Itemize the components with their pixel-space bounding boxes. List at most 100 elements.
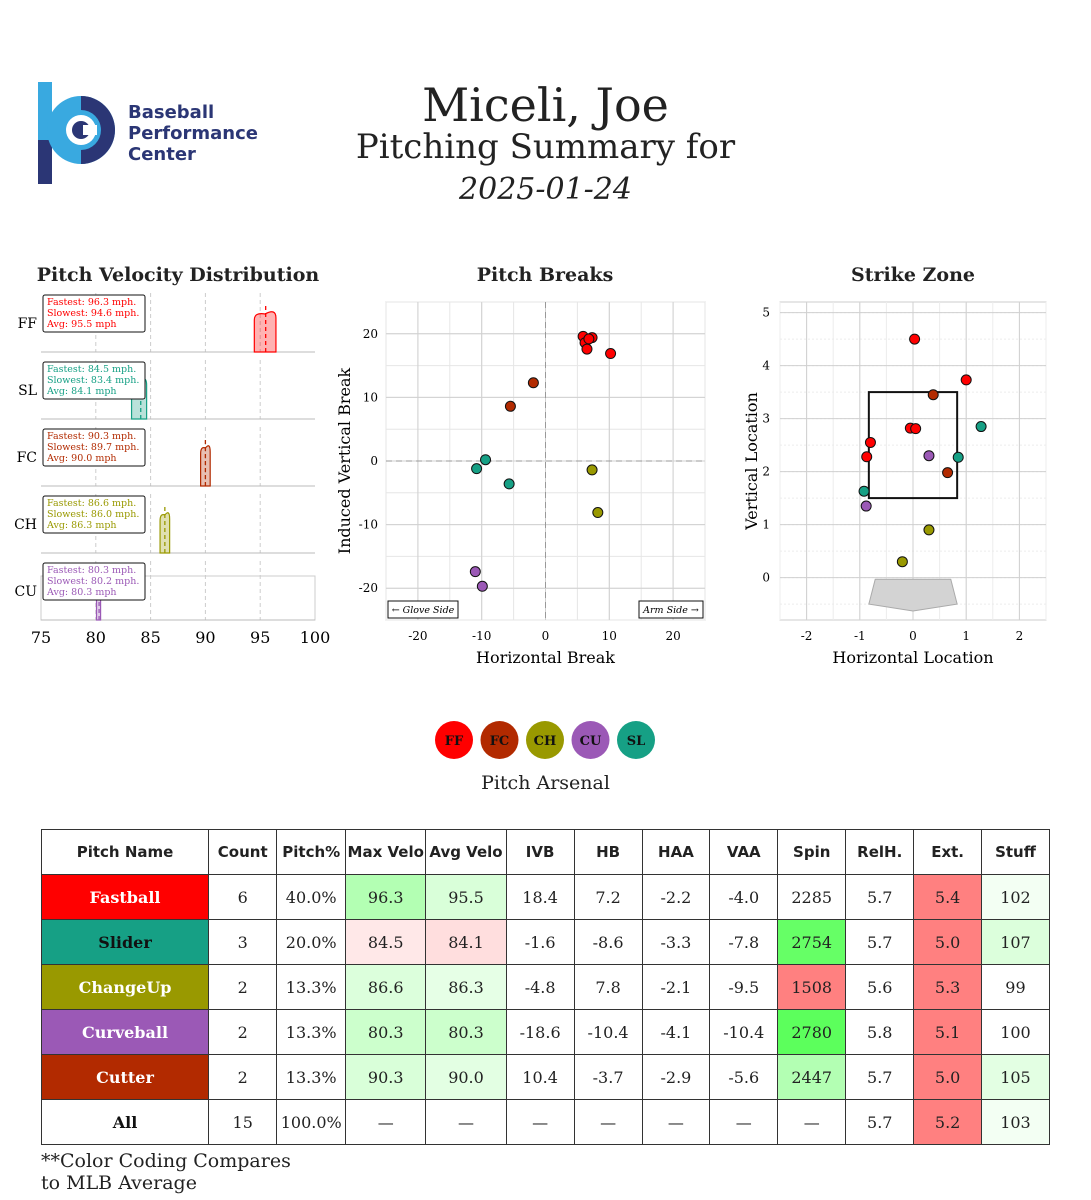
table-cell-max-velo: 84.5: [345, 919, 427, 965]
velocity-density-ff: [253, 311, 277, 353]
pitch-breaks-chart: -20 -10 0 10 20 -20 -10 0 10 20 Horizontal Break In…: [335, 301, 706, 667]
table-header-hb: HB: [573, 829, 643, 875]
table-row: Cutter 2 13.3% 90.3 90.0 10.4 -3.7 -2.9 -5.6 2447…: [40, 1054, 1051, 1100]
table-cell-count: 2: [208, 964, 278, 1010]
summary-date: 2025-01-24: [459, 172, 632, 207]
velocity-annotation-box: [42, 294, 146, 333]
table-header-pitch-name: Pitch Name: [40, 829, 210, 875]
table-cell-relh: 5.7: [845, 874, 915, 920]
break-point-ch: [592, 507, 604, 519]
break-point-ff: [583, 333, 595, 345]
arsenal-swatch-fc: [480, 721, 519, 759]
breaks-x-tick: 10: [602, 629, 617, 643]
zone-point-ff: [960, 374, 972, 386]
table-cell-max-velo: 96.3: [345, 874, 427, 920]
velocity-chart-title: Pitch Velocity Distribution: [36, 264, 320, 286]
table-cell-avg-velo: —: [425, 1099, 507, 1145]
table-header-ext: Ext.: [913, 829, 982, 875]
table-cell-vaa: -10.4: [709, 1009, 779, 1055]
table-cell-ext: 5.2: [913, 1099, 982, 1145]
zone-point-fc: [942, 467, 954, 479]
table-cell-ext: 5.0: [913, 919, 982, 965]
table-cell-relh: 5.8: [845, 1009, 915, 1055]
table-cell-hb: 7.2: [573, 874, 643, 920]
table-cell-haa: -3.3: [641, 919, 711, 965]
arsenal-swatch-ff: [435, 721, 473, 759]
table-cell-avg-velo: 80.3: [425, 1009, 507, 1055]
breaks-y-tick: 0: [370, 454, 378, 468]
pitch-name-cell: ChangeUp: [40, 964, 210, 1010]
zone-point-cu: [860, 500, 872, 512]
table-header-row: Pitch Name Count Pitch% Max Velo Avg Velo IVB…: [40, 829, 1051, 875]
table-cell-stuff: 103: [980, 1099, 1051, 1145]
zone-y-tick: 1: [762, 518, 770, 532]
arsenal-code-sl: SL: [627, 734, 646, 749]
table-cell-ivb: -18.6: [505, 1009, 575, 1055]
table-cell-hb: —: [573, 1099, 643, 1145]
table-cell-count: 2: [208, 1009, 278, 1055]
zone-y-tick: 0: [762, 571, 770, 585]
table-cell-max-velo: 80.3: [345, 1009, 427, 1055]
pitch-arsenal-label: Pitch Arsenal: [481, 772, 610, 794]
table-cell-ext: 5.4: [913, 874, 982, 920]
table-cell-haa: -4.1: [641, 1009, 711, 1055]
zone-x-tick: 1: [962, 629, 970, 643]
velocity-avg-label: Avg: 84.1 mph: [46, 386, 117, 397]
zone-point-ff: [909, 333, 921, 345]
table-cell-hb: -8.6: [573, 919, 643, 965]
velocity-row-label: CH: [14, 517, 37, 533]
table-row: ChangeUp 2 13.3% 86.6 86.3 -4.8 7.8 -2.1 -9.5 150…: [40, 964, 1051, 1010]
zone-x-label: Horizontal Location: [832, 648, 993, 667]
velocity-annotation-box: [42, 562, 146, 601]
velocity-fastest-label: Fastest: 86.6 mph.: [47, 498, 136, 509]
table-cell-pitch: 13.3%: [276, 1009, 347, 1055]
velocity-avg-label: Avg: 86.3 mph: [46, 520, 117, 531]
velocity-fastest-label: Fastest: 80.3 mph.: [47, 565, 136, 576]
table-cell-spin: 1508: [777, 964, 847, 1010]
table-cell-avg-velo: 86.3: [425, 964, 507, 1010]
breaks-x-tick: -10: [472, 629, 491, 643]
zone-x-tick: 2: [1016, 629, 1024, 643]
table-row: Slider 3 20.0% 84.5 84.1 -1.6 -8.6 -3.3 -7.8 2754…: [40, 919, 1051, 965]
breaks-y-tick: -10: [359, 518, 378, 532]
velocity-x-tick: 90: [195, 628, 215, 647]
velocity-annotation-box: [42, 495, 146, 534]
arsenal-code-fc: FC: [490, 734, 510, 749]
breaks-x-tick: 0: [542, 629, 550, 643]
velocity-fastest-label: Fastest: 96.3 mph.: [47, 297, 136, 308]
table-cell-hb: -3.7: [573, 1054, 643, 1100]
zone-x-tick: -1: [854, 629, 866, 643]
pitch-name-cell: Slider: [40, 919, 210, 965]
pitch-name-cell: Curveball: [40, 1009, 210, 1055]
breaks-y-tick: -20: [359, 581, 378, 595]
table-cell-ivb: 18.4: [505, 874, 575, 920]
table-cell-ext: 5.3: [913, 964, 982, 1010]
velocity-row-sl: SL Fastest: 84.5 mph.Slowest: 83.4 mph.Av…: [18, 360, 315, 420]
table-cell-ivb: -4.8: [505, 964, 575, 1010]
break-point-sl: [480, 454, 492, 466]
velocity-slowest-label: Slowest: 86.0 mph.: [47, 509, 139, 520]
table-cell-vaa: -7.8: [709, 919, 779, 965]
bpc-logo-icon: [38, 82, 115, 184]
velocity-density-ch: [159, 512, 171, 554]
pitch-arsenal-legend: FF FC CH CU SL: [435, 721, 655, 759]
velocity-row-cu: CU Fastest: 80.3 mph.Slowest: 80.2 mph.Av…: [14, 561, 316, 621]
velocity-fastest-label: Fastest: 84.5 mph.: [47, 364, 136, 375]
velocity-avg-label: Avg: 80.3 mph: [46, 587, 117, 598]
break-point-fc: [527, 377, 539, 389]
table-cell-ext: 5.0: [913, 1054, 982, 1100]
table-cell-count: 6: [208, 874, 278, 920]
table-cell-haa: -2.1: [641, 964, 711, 1010]
table-cell-max-velo: —: [345, 1099, 427, 1145]
footnote-line-1: **Color Coding Compares: [41, 1150, 291, 1172]
zone-x-tick: 0: [909, 629, 917, 643]
arsenal-swatch-sl: [617, 721, 655, 759]
velocity-row-label: SL: [18, 383, 37, 399]
velocity-x-tick: 85: [140, 628, 160, 647]
table-cell-spin: 2780: [777, 1009, 847, 1055]
table-cell-ivb: -1.6: [505, 919, 575, 965]
table-cell-avg-velo: 90.0: [425, 1054, 507, 1100]
zone-chart-title: Strike Zone: [850, 264, 976, 286]
table-cell-ext: 5.1: [913, 1009, 982, 1055]
zone-y-tick: 4: [762, 359, 770, 373]
